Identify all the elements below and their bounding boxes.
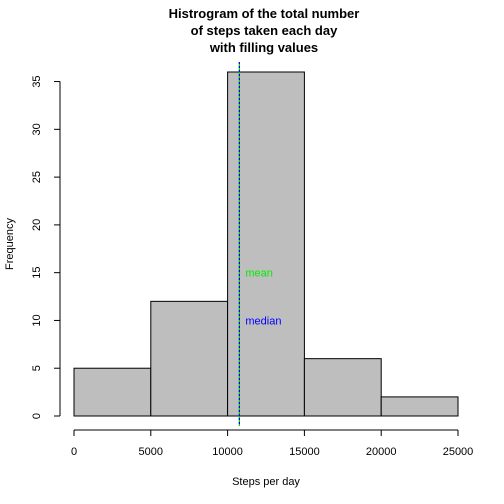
x-tick-label-5: 25000	[443, 446, 474, 458]
y-tick-label-4: 20	[31, 219, 43, 231]
y-tick-label-3: 15	[31, 267, 43, 279]
median-annotation: median	[245, 315, 281, 327]
y-tick-label-0: 0	[31, 413, 43, 419]
mean-annotation: mean	[245, 268, 273, 280]
y-tick-label-2: 10	[31, 314, 43, 326]
x-axis-label: Steps per day	[232, 476, 300, 488]
x-tick-label-3: 15000	[289, 446, 320, 458]
x-tick-label-4: 20000	[366, 446, 397, 458]
histogram-bar-1	[150, 300, 229, 417]
title-line-3: with filling values	[209, 40, 318, 55]
y-tick-label-5: 25	[31, 171, 43, 183]
y-axis: 0 5 10 15 20 25 30 35	[31, 75, 61, 419]
x-axis: 0 5000 10000 15000 20000 25000	[71, 429, 474, 458]
y-tick-label-6: 30	[31, 123, 43, 135]
histogram-bar-3	[303, 358, 382, 417]
y-tick-label-7: 35	[31, 75, 43, 87]
title-line-1: Histrogram of the total number	[169, 6, 360, 21]
y-tick-label-1: 5	[31, 365, 43, 371]
y-axis-label: Frequency	[4, 218, 16, 270]
histogram-bar-0	[73, 367, 152, 417]
x-tick-label-1: 5000	[139, 446, 163, 458]
histogram-bar-2	[227, 71, 305, 417]
histogram-bars	[73, 71, 459, 417]
x-tick-label-2: 10000	[212, 446, 243, 458]
x-tick-label-0: 0	[71, 446, 77, 458]
annotations: mean median	[245, 268, 281, 328]
title-line-2: of steps taken each day	[191, 23, 338, 38]
chart-title: Histrogram of the total number of steps …	[169, 6, 360, 55]
histogram-bar-4	[380, 396, 459, 417]
